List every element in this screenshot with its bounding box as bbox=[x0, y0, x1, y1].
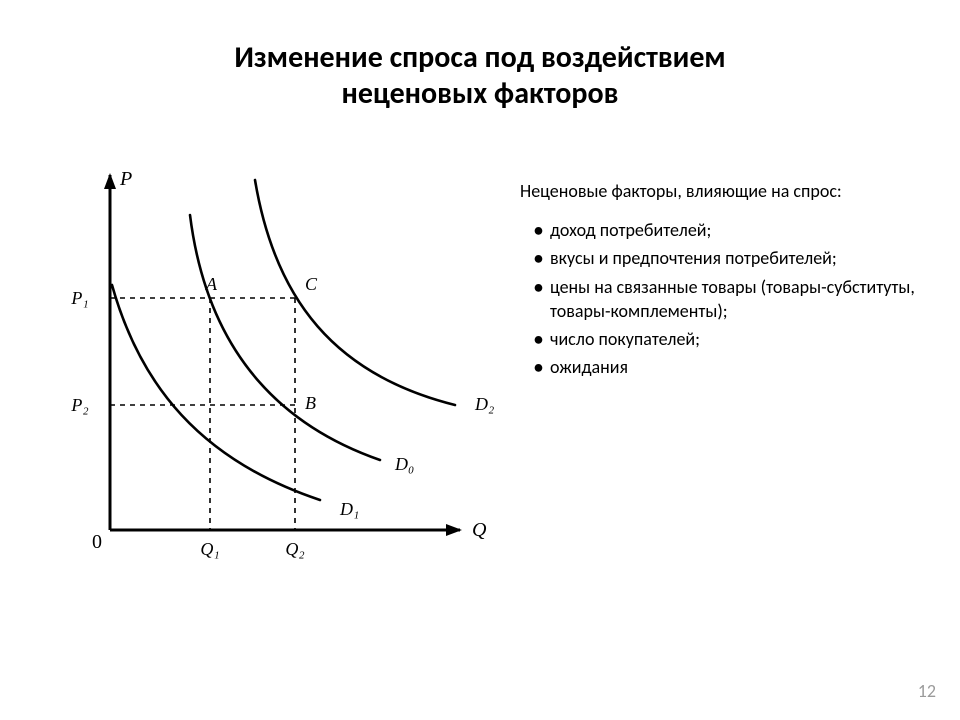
curve-D0 bbox=[190, 215, 380, 460]
ytick-P1: P₁ bbox=[70, 288, 88, 308]
factor-item: цены на связанные товары (товары-субстит… bbox=[550, 275, 940, 324]
page-number: 12 bbox=[918, 680, 936, 702]
point-label-B: B bbox=[305, 393, 316, 413]
xtick-Q1: Q₁ bbox=[200, 539, 219, 559]
factors-lead: Неценовые факторы, влияющие на спрос: bbox=[520, 180, 940, 202]
x-axis-label: Q bbox=[472, 519, 487, 541]
factors-list: доход потребителей; вкусы и предпочтения … bbox=[520, 218, 940, 380]
curve-label-D2: D₂ bbox=[474, 394, 494, 414]
factor-item: ожидания bbox=[550, 355, 940, 379]
origin-label: 0 bbox=[92, 531, 102, 553]
factor-item: число покупателей; bbox=[550, 327, 940, 351]
curve-D2 bbox=[255, 180, 455, 405]
title-line2: неценовых факторов bbox=[342, 75, 619, 112]
title-line1: Изменение спроса под воздействием bbox=[234, 39, 725, 76]
point-label-C: C bbox=[305, 274, 318, 294]
factor-item: вкусы и предпочтения потребителей; bbox=[550, 246, 940, 270]
demand-shift-chart: P Q 0 D₁ D₀ D₂ A C B P₁ P₂ Q₁ Q₂ bbox=[30, 160, 500, 580]
factors-panel: Неценовые факторы, влияющие на спрос: до… bbox=[520, 180, 940, 384]
y-axis-label: P bbox=[119, 168, 132, 190]
slide-title: Изменение спроса под воздействием нецено… bbox=[0, 40, 960, 112]
curve-label-D0: D₀ bbox=[394, 454, 414, 474]
curve-label-D1: D₁ bbox=[339, 499, 359, 519]
xtick-Q2: Q₂ bbox=[285, 539, 304, 559]
point-label-A: A bbox=[205, 274, 218, 294]
factor-item: доход потребителей; bbox=[550, 218, 940, 242]
curve-D1 bbox=[112, 285, 320, 500]
ytick-P2: P₂ bbox=[70, 395, 88, 415]
